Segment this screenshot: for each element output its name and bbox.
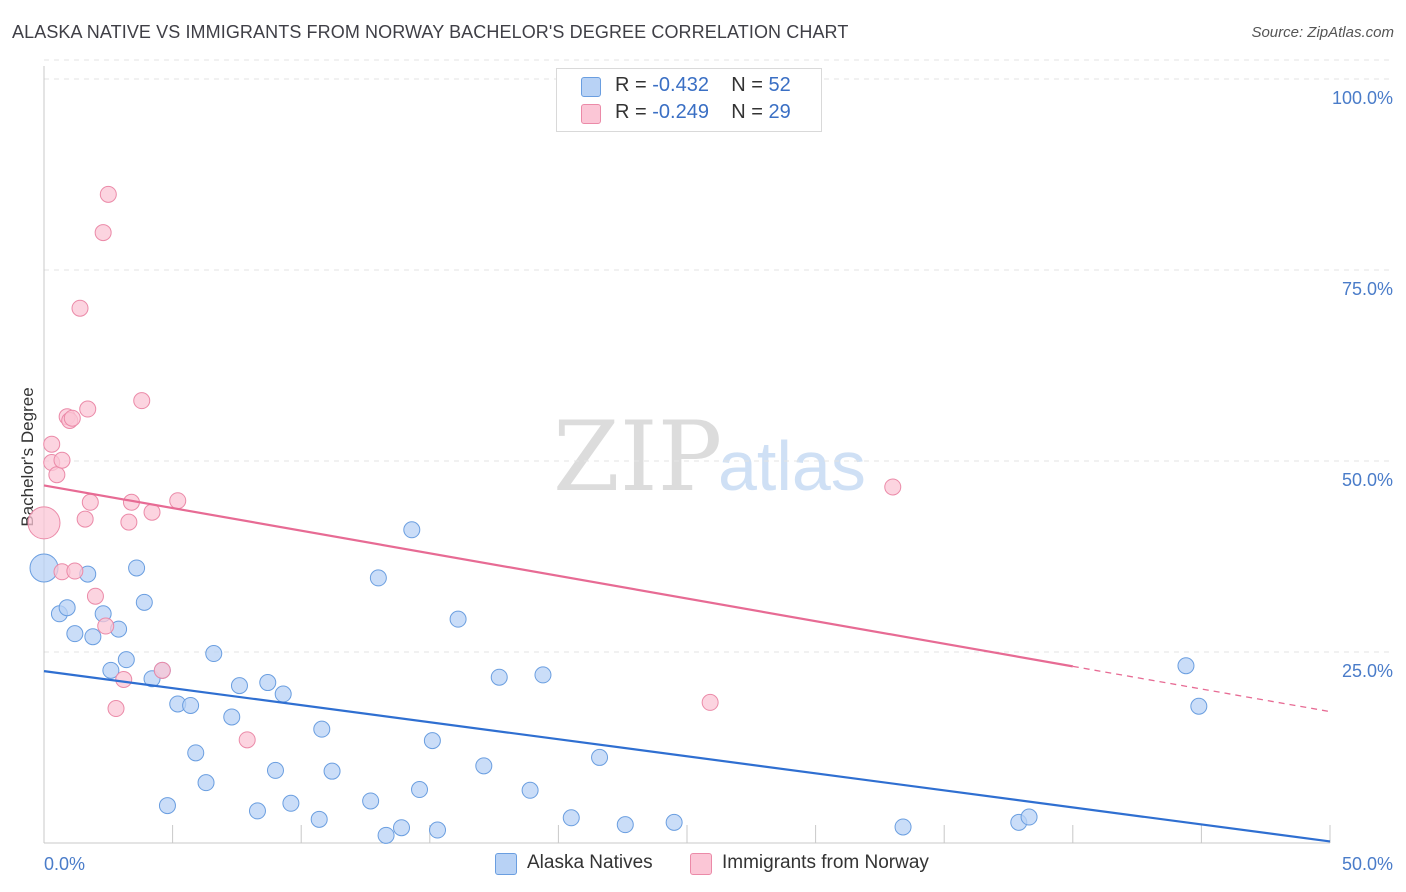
alaska-natives-point bbox=[521, 781, 539, 799]
immigrants-norway-point bbox=[66, 562, 84, 580]
n-value-immigrants-norway: 29 bbox=[768, 101, 791, 123]
alaska-natives-point bbox=[665, 813, 683, 831]
immigrants-norway-point bbox=[43, 435, 61, 453]
alaska-natives-trendline bbox=[43, 670, 1331, 843]
alaska-natives-point bbox=[591, 748, 609, 766]
alaska-natives-point bbox=[128, 559, 146, 577]
alaska-natives-point bbox=[562, 809, 580, 827]
alaska-natives-legend-label: Alaska Natives bbox=[527, 852, 653, 873]
alaska-natives-point bbox=[66, 625, 84, 643]
alaska-natives-point bbox=[423, 732, 441, 750]
alaska-natives-point bbox=[1177, 657, 1195, 675]
alaska-natives-point bbox=[310, 810, 328, 828]
immigrants-norway-point bbox=[86, 587, 104, 605]
alaska-natives-point bbox=[475, 757, 493, 775]
immigrants-norway-point bbox=[79, 400, 97, 418]
alaska-natives-point bbox=[187, 744, 205, 762]
alaska-natives-point bbox=[616, 816, 634, 834]
alaska-natives-point bbox=[313, 720, 331, 738]
r-label: R = bbox=[615, 101, 653, 123]
alaska-natives-point bbox=[403, 521, 421, 539]
y-tick-label: 100.0% bbox=[1332, 88, 1393, 108]
alaska-natives-point bbox=[158, 797, 176, 815]
immigrants-norway-point bbox=[884, 478, 902, 496]
y-tick-label: 75.0% bbox=[1342, 279, 1393, 299]
immigrants-norway-point bbox=[71, 299, 89, 317]
immigrants-norway-point bbox=[99, 185, 117, 203]
alaska-natives-swatch bbox=[581, 77, 601, 97]
x-tick-label-min: 0.0% bbox=[44, 854, 85, 874]
watermark-zip: ZIP bbox=[553, 401, 722, 513]
immigrants-norway-point bbox=[143, 503, 161, 521]
immigrants-norway-point bbox=[120, 513, 138, 531]
watermark-atlas: atlas bbox=[718, 427, 866, 505]
immigrants-norway-point bbox=[701, 693, 719, 711]
source-label: Source: ZipAtlas.com bbox=[1251, 24, 1394, 41]
immigrants-norway-swatch bbox=[581, 104, 601, 124]
alaska-natives-point bbox=[223, 708, 241, 726]
immigrants-norway-point bbox=[133, 392, 151, 410]
alaska-natives-point bbox=[29, 553, 59, 583]
immigrants-norway-point bbox=[238, 731, 256, 749]
immigrants-norway-point bbox=[27, 506, 61, 540]
n-label: N = bbox=[731, 74, 769, 96]
immigrants-norway-point bbox=[153, 661, 171, 679]
immigrants-norway-point bbox=[48, 466, 66, 484]
alaska-natives-point bbox=[1020, 808, 1038, 826]
immigrants-norway-legend-label: Immigrants from Norway bbox=[722, 852, 929, 873]
alaska-natives-point bbox=[135, 593, 153, 611]
alaska-natives-point bbox=[449, 610, 467, 628]
alaska-natives-point bbox=[393, 819, 411, 837]
immigrants-norway-point bbox=[94, 224, 112, 242]
immigrants-norway-point bbox=[107, 700, 125, 718]
alaska-natives-point bbox=[117, 651, 135, 669]
x-tick-label-max: 50.0% bbox=[1342, 854, 1393, 874]
alaska-natives-point bbox=[182, 696, 200, 714]
immigrants-norway-point bbox=[81, 493, 99, 511]
y-tick-label: 50.0% bbox=[1342, 470, 1393, 490]
alaska-natives-point bbox=[534, 666, 552, 684]
alaska-natives-point bbox=[377, 826, 395, 844]
alaska-natives-point bbox=[369, 569, 387, 587]
alaska-natives-point bbox=[230, 677, 248, 695]
alaska-natives-point bbox=[411, 781, 429, 799]
alaska-natives-point bbox=[274, 685, 292, 703]
alaska-natives-point bbox=[362, 792, 380, 810]
immigrants-norway-point bbox=[169, 492, 187, 510]
immigrants-norway-point bbox=[115, 671, 133, 689]
alaska-natives-point bbox=[58, 599, 76, 617]
chart-title: ALASKA NATIVE VS IMMIGRANTS FROM NORWAY … bbox=[12, 22, 849, 42]
immigrants-norway-point bbox=[53, 451, 71, 469]
alaska-natives-point bbox=[429, 821, 447, 839]
alaska-natives-point bbox=[1190, 697, 1208, 715]
alaska-natives-point bbox=[323, 762, 341, 780]
r-value-alaska-natives: -0.432 bbox=[652, 74, 709, 96]
immigrants-norway-trendline bbox=[43, 484, 1073, 668]
alaska-natives-legend-swatch bbox=[495, 853, 517, 875]
n-label: N = bbox=[731, 101, 769, 123]
immigrants-norway-point bbox=[63, 409, 81, 427]
y-tick-label: 25.0% bbox=[1342, 661, 1393, 681]
alaska-natives-point bbox=[490, 668, 508, 686]
alaska-natives-point bbox=[84, 628, 102, 646]
immigrants-norway-point bbox=[76, 510, 94, 528]
alaska-natives-point bbox=[205, 645, 223, 663]
alaska-natives-point bbox=[282, 794, 300, 812]
alaska-natives-point bbox=[197, 774, 215, 792]
alaska-natives-point bbox=[102, 661, 120, 679]
alaska-natives-point bbox=[248, 802, 266, 820]
alaska-natives-point bbox=[259, 674, 277, 692]
n-value-alaska-natives: 52 bbox=[768, 74, 791, 96]
immigrants-norway-legend-swatch bbox=[690, 853, 712, 875]
r-value-immigrants-norway: -0.249 bbox=[652, 101, 709, 123]
alaska-natives-point bbox=[266, 761, 284, 779]
r-label: R = bbox=[615, 74, 653, 96]
alaska-natives-point bbox=[894, 818, 912, 836]
correlation-legend: R = -0.432 N = 52 R = -0.249 N = 29 bbox=[556, 68, 822, 132]
immigrants-norway-point bbox=[97, 617, 115, 635]
